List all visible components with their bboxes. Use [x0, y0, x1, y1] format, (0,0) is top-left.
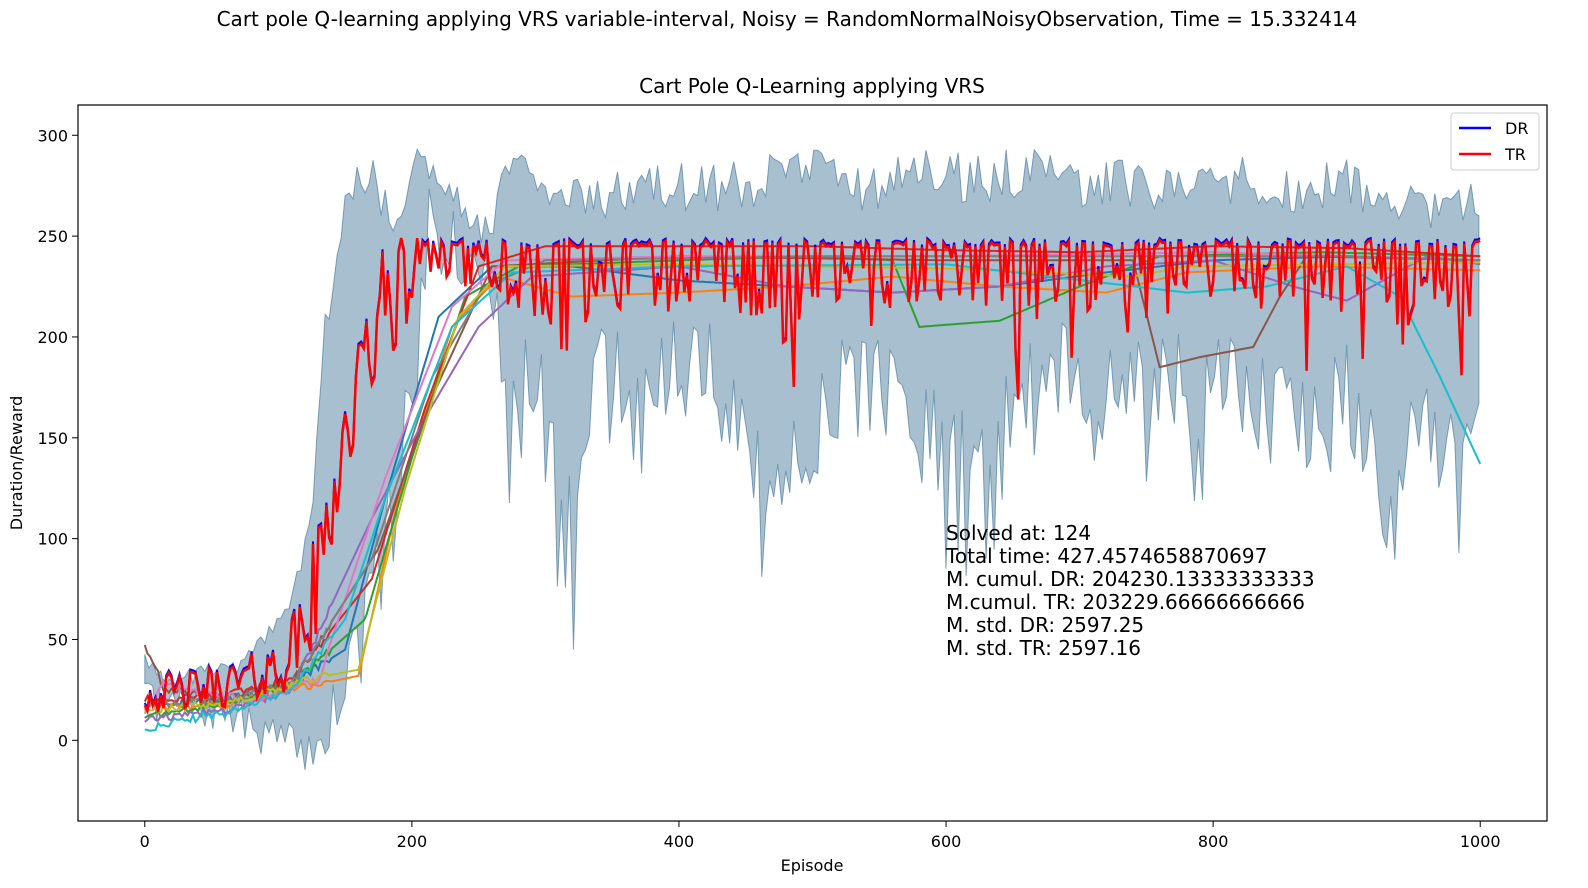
legend: DR TR: [1450, 112, 1540, 171]
tr-line: [143, 236, 1481, 716]
annotation-line: Total time: 427.4574658870697: [945, 544, 1267, 568]
x-tick-label: 0: [140, 832, 150, 851]
annotation-line: Solved at: 124: [946, 521, 1091, 545]
legend-label: DR: [1505, 119, 1528, 138]
figure-suptitle: Cart pole Q-learning applying VRS variab…: [217, 7, 1358, 31]
x-tick-label: 600: [931, 832, 962, 851]
x-tick-label: 800: [1198, 832, 1229, 851]
y-axis-ticks: 0 50 100 150 200 250 300: [37, 126, 78, 750]
y-tick-label: 0: [58, 731, 68, 750]
x-axis-label: Episode: [781, 856, 844, 875]
y-tick-label: 150: [37, 429, 68, 448]
x-tick-label: 400: [664, 832, 695, 851]
x-tick-label: 200: [397, 832, 428, 851]
y-axis-label: Duration/Reward: [7, 396, 26, 530]
legend-label: TR: [1504, 145, 1526, 164]
annotation-line: M. std. DR: 2597.25: [946, 613, 1144, 637]
annotation-line: M.cumul. TR: 203229.66666666666: [946, 590, 1305, 614]
x-tick-label: 1000: [1460, 832, 1501, 851]
x-axis-ticks: 0 200 400 600 800 1000: [140, 821, 1501, 851]
y-tick-label: 250: [37, 227, 68, 246]
dr-tr-layer: [143, 235, 1481, 716]
plot-frame: [77, 104, 1548, 822]
y-tick-label: 50: [48, 630, 68, 649]
y-tick-label: 300: [37, 126, 68, 145]
std-band-layer: [144, 148, 1480, 770]
y-tick-label: 200: [37, 328, 68, 347]
annotation-line: M. cumul. DR: 204230.13333333333: [946, 567, 1315, 591]
y-tick-label: 100: [37, 530, 68, 549]
std-band: [144, 148, 1480, 770]
chart-title: Cart Pole Q-Learning applying VRS: [639, 74, 985, 98]
annotation-line: M. std. TR: 2597.16: [946, 636, 1141, 660]
